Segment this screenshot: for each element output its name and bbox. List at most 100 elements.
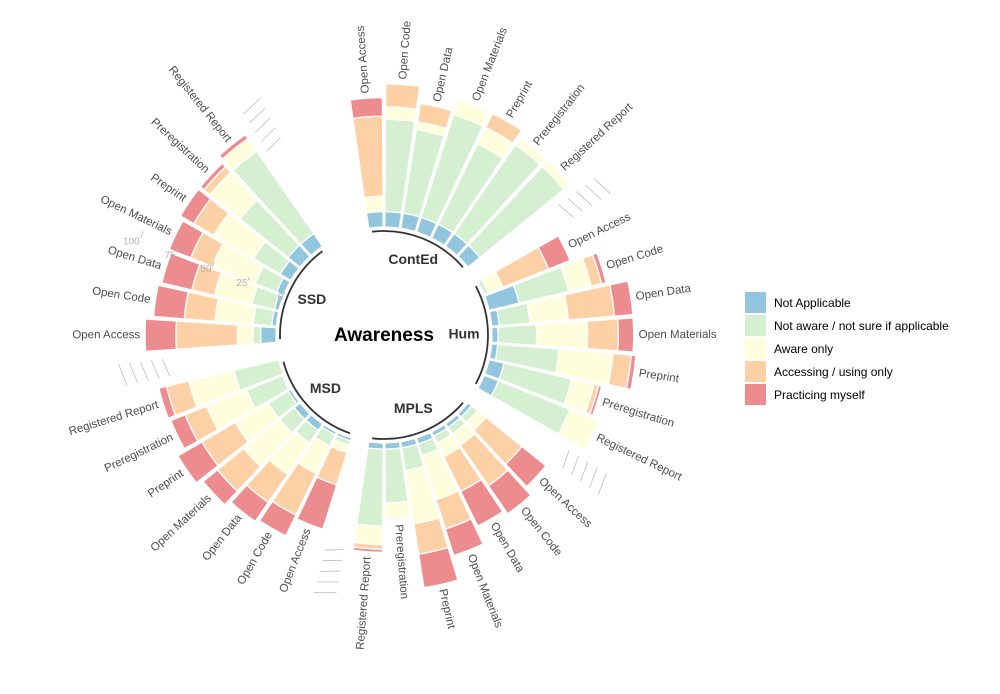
group-label: MSD [310,380,341,396]
bar-segment [175,320,239,351]
category-label: Registered Report [594,432,684,484]
category-label: Open Materials [639,329,717,341]
bar-segment [349,96,384,120]
category-label: Open Code [235,530,275,587]
chart-legend: Not Applicable Not aware / not sure if ap… [745,291,949,406]
category-label: Open Materials [149,492,214,554]
category-label: Open Code [91,285,151,306]
bar-segment [591,252,607,285]
bar-segment [384,210,403,229]
bar-segment [588,384,603,417]
category-label: Preregistration [392,524,410,599]
legend-item: Not Applicable [745,291,949,314]
gap-mark [254,117,271,133]
category-label: Open Access [278,527,314,595]
legend-item: Practicing myself [745,383,949,406]
bar-segment [258,500,297,537]
group-label: SSD [297,291,326,307]
category-label: Registered Report [559,101,636,174]
bar-segment [353,523,384,546]
gap-mark [260,127,276,143]
bar-segment [152,284,190,320]
bar-segment [230,484,270,523]
category-label: Open Data [106,244,163,272]
category-label: Preprint [146,467,187,500]
bar-segment [252,325,262,345]
bar-segment [417,546,459,589]
legend-swatch [745,292,766,313]
axis-tick-label: 25 [236,278,248,289]
group-arc [279,250,323,340]
bar-segment [557,408,600,451]
bar-segment [586,318,619,352]
bar-segment [161,252,201,291]
bar-segment [363,195,384,214]
bar-segment [236,324,254,346]
bar-segment [444,518,484,557]
legend-swatch [745,361,766,382]
category-label: Open Data [635,283,692,303]
category-label: Preprint [436,588,457,631]
bar-segment [484,112,523,144]
legend-label: Aware only [774,341,834,356]
gap-mark [576,191,593,206]
gap-mark [593,178,611,195]
gap-mark [118,363,128,386]
gap-mark [580,461,589,482]
gap-mark [129,362,138,384]
bar-segment [384,500,411,520]
category-label: Preprint [638,367,680,385]
gap-mark [567,197,583,212]
category-label: Open Access [72,329,140,341]
legend-item: Accessing / using only [745,360,949,383]
legend-label: Practicing myself [774,387,865,402]
bar-segment [504,445,547,488]
bar-segment [537,235,571,270]
gap-mark [161,358,171,377]
gap-mark [249,107,266,124]
bar-segment [487,469,532,515]
legend-label: Not aware / not sure if applicable [774,318,949,333]
axis-tick-label: 0 [278,292,284,303]
category-label: Open Data [488,521,527,576]
group-label: MPLS [394,400,433,416]
bar-segment [218,133,249,160]
bar-segment [144,318,178,353]
category-label: Open Access [355,25,372,94]
bar-segment [491,326,499,344]
category-label: Preregistration [601,397,676,430]
bar-segment [541,160,571,191]
bar-segment [384,83,421,110]
gap-mark [325,549,345,551]
bar-segment [535,320,589,350]
group-label: ContEd [388,251,438,267]
category-label: Registered Report [355,555,374,650]
bar-segment [259,326,277,345]
axis-tick-label: 50 [200,264,212,275]
group-label: Hum [448,326,479,342]
bar-segment [608,280,634,317]
bar-segment [352,115,384,199]
axis-tick [140,231,144,239]
group-arc [475,285,489,385]
axis-tick [247,276,250,282]
gap-mark [243,98,261,115]
group-arc [372,402,464,440]
bar-segment [365,210,384,229]
bar-segment [199,162,227,191]
category-label: Open Data [431,46,455,103]
group-arc [282,361,351,435]
bar-segment [514,137,547,166]
category-label: Open Access [566,211,632,251]
category-label: Preregistration [148,116,211,176]
bar-segment [352,546,384,553]
legend-swatch [745,384,766,405]
axis-tick [283,292,286,296]
chart-title: Awareness [334,325,434,346]
axis-tick-label: 100 [123,236,140,247]
category-label: Open Materials [470,26,510,103]
category-label: Open Code [518,505,564,558]
gap-mark [571,455,579,475]
category-label: Open Materials [465,553,505,630]
